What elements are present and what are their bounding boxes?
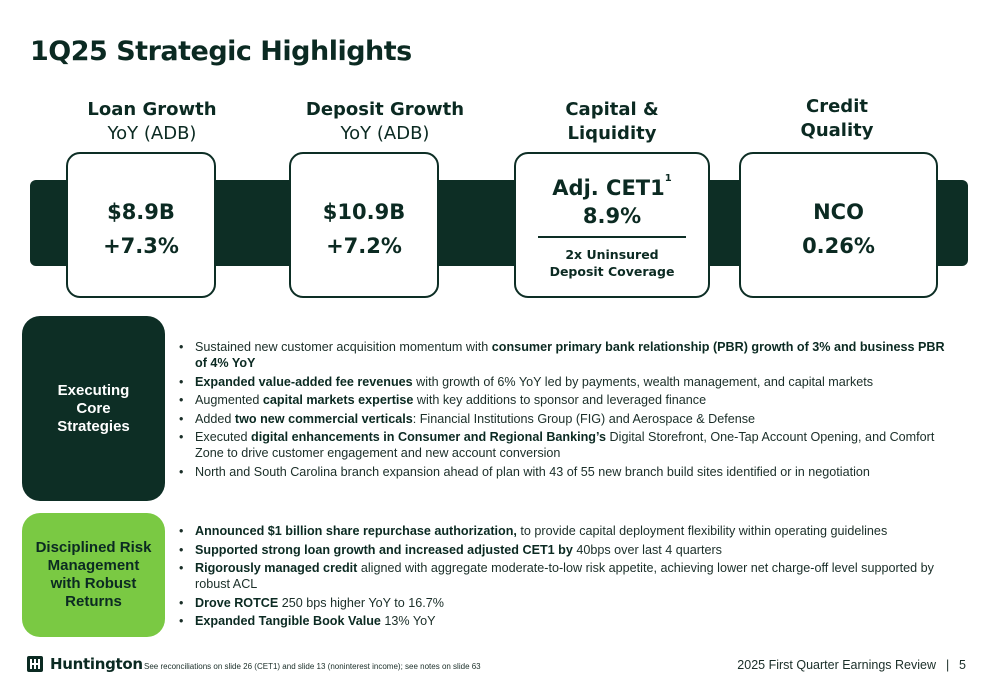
executing-bullet-list: Sustained new customer acquisition momen… bbox=[178, 339, 948, 482]
list-item: Drove ROTCE 250 bps higher YoY to 16.7% bbox=[178, 595, 948, 611]
huntington-logo: Huntington bbox=[26, 655, 143, 673]
cet1-label-text: Adj. CET1 bbox=[552, 176, 665, 200]
page-number: 5 bbox=[959, 658, 966, 672]
deposit-coverage-line2: Deposit Coverage bbox=[549, 264, 675, 279]
list-item: Augmented capital markets expertise with… bbox=[178, 392, 948, 408]
section-label-line: Disciplined Risk bbox=[35, 539, 152, 556]
list-item: Announced $1 billion share repurchase au… bbox=[178, 523, 948, 539]
footer-title: 2025 First Quarter Earnings Review bbox=[737, 658, 936, 672]
section-label-line: Executing bbox=[57, 381, 130, 399]
column-header-capital-liquidity: Capital & Liquidity bbox=[532, 98, 692, 146]
deposit-growth-pct: +7.2% bbox=[326, 234, 402, 258]
list-item: Expanded value-added fee revenues with g… bbox=[178, 374, 948, 390]
list-item: Sustained new customer acquisition momen… bbox=[178, 339, 948, 371]
cet1-label: Adj. CET11 bbox=[516, 173, 708, 200]
list-item: Added two new commercial verticals: Fina… bbox=[178, 411, 948, 427]
list-item: Rigorously managed credit aligned with a… bbox=[178, 560, 948, 592]
column-header-line1: Deposit Growth bbox=[305, 99, 465, 120]
nco-value: 0.26% bbox=[802, 234, 875, 258]
huntington-lodge-icon bbox=[27, 656, 43, 672]
capital-liquidity-card: Adj. CET11 8.9% 2x Uninsured Deposit Cov… bbox=[514, 152, 710, 298]
list-item: Expanded Tangible Book Value 13% YoY bbox=[178, 613, 948, 629]
column-header-line2: Quality bbox=[800, 120, 874, 141]
loan-growth-pct: +7.3% bbox=[103, 234, 179, 258]
cet1-footnote-marker: 1 bbox=[664, 173, 672, 184]
column-header-deposit-growth: Deposit Growth YoY (ADB) bbox=[290, 98, 480, 146]
section-label-line: Returns bbox=[65, 593, 122, 610]
list-item: North and South Carolina branch expansio… bbox=[178, 464, 948, 480]
page-title: 1Q25 Strategic Highlights bbox=[30, 36, 412, 67]
column-header-line1: Capital & bbox=[565, 99, 659, 120]
nco-label: NCO bbox=[813, 200, 864, 224]
section-label-line: Strategies bbox=[57, 417, 130, 435]
column-header-line2: Liquidity bbox=[567, 123, 657, 144]
loan-growth-card: $8.9B +7.3% bbox=[66, 152, 216, 298]
column-header-loan-growth: Loan Growth YoY (ADB) bbox=[72, 98, 232, 146]
section-label-line: with Robust bbox=[50, 575, 137, 592]
column-header-line1: Credit bbox=[806, 96, 868, 117]
column-header-line2: YoY (ADB) bbox=[340, 123, 430, 144]
column-header-credit-quality: Credit Quality bbox=[757, 95, 917, 143]
list-item: Executed digital enhancements in Consume… bbox=[178, 429, 948, 461]
executing-core-strategies-label: Executing Core Strategies bbox=[22, 316, 165, 501]
section-label-line: Core bbox=[76, 399, 111, 417]
disciplined-risk-management-label: Disciplined Risk Management with Robust … bbox=[22, 513, 165, 637]
cet1-value: 8.9% bbox=[582, 204, 642, 228]
list-item: Supported strong loan growth and increas… bbox=[178, 542, 948, 558]
card-divider bbox=[538, 236, 686, 238]
section-label-line: Management bbox=[47, 557, 140, 574]
deposit-growth-card: $10.9B +7.2% bbox=[289, 152, 439, 298]
footer-separator: | bbox=[946, 658, 950, 672]
deposit-coverage-line1: 2x Uninsured bbox=[565, 247, 659, 262]
credit-quality-card: NCO 0.26% bbox=[739, 152, 938, 298]
disciplined-bullet-list: Announced $1 billion share repurchase au… bbox=[178, 523, 948, 632]
loan-growth-amount: $8.9B bbox=[107, 200, 175, 224]
footnote: See reconciliations on slide 26 (CET1) a… bbox=[144, 662, 481, 671]
logo-text: Huntington bbox=[50, 655, 143, 673]
deposit-coverage-text: 2x Uninsured Deposit Coverage bbox=[516, 246, 708, 280]
column-header-line2: YoY (ADB) bbox=[107, 123, 197, 144]
deposit-growth-amount: $10.9B bbox=[322, 200, 406, 224]
column-header-line1: Loan Growth bbox=[87, 99, 217, 120]
